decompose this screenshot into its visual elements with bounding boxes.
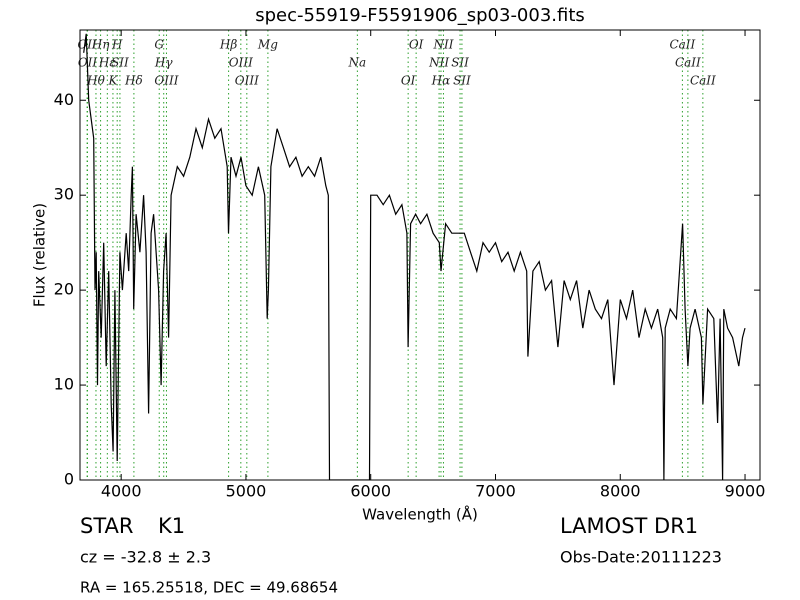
y-tick-label: 0: [64, 470, 74, 489]
y-tick-label: 30: [54, 185, 74, 204]
spectral-line-label: Hε: [98, 56, 116, 70]
spectral-line-label: SII: [453, 74, 471, 88]
spectral-line-label: OIII: [154, 74, 178, 88]
spectral-line-label: NII: [428, 56, 449, 70]
spectrum-line: [83, 33, 746, 480]
survey: LAMOST DR1: [560, 514, 698, 538]
object-subclass: K1: [158, 514, 185, 538]
chart-title: spec-55919-F5591906_sp03-003.fits: [255, 5, 585, 26]
spectral-line-label: OIII: [235, 74, 259, 88]
x-tick-label: 9000: [725, 482, 766, 501]
spectral-line-label: CaII: [690, 74, 716, 88]
spectral-line-label: Hα: [431, 74, 451, 88]
spectral-line-label: G: [154, 38, 164, 52]
x-tick-label: 7000: [475, 482, 516, 501]
spectral-line-label: Hδ: [124, 74, 143, 88]
x-tick-label: 8000: [600, 482, 641, 501]
spectral-line-label: OI: [409, 38, 424, 52]
spectral-line-label: Hβ: [219, 38, 237, 52]
spectral-line-label: Na: [348, 56, 367, 70]
y-tick-label: 20: [54, 280, 74, 299]
redshift: cz = -32.8 ± 2.3: [80, 548, 211, 567]
spectral-line-label: H: [111, 38, 123, 52]
x-tick-label: 6000: [350, 482, 391, 501]
coordinates: RA = 165.25518, DEC = 49.68654: [80, 579, 338, 597]
y-tick-label: 10: [54, 375, 74, 394]
spectral-line-label: NII: [432, 38, 453, 52]
spectral-line-label: Mg: [257, 38, 278, 52]
spectral-line-label: Hη: [91, 38, 110, 52]
x-tick-label: 5000: [226, 482, 267, 501]
plot-frame: [79, 29, 761, 481]
spectral-line-label: Hγ: [154, 56, 173, 70]
object-class: STAR: [80, 514, 133, 538]
spectral-line-label: SII: [111, 56, 129, 70]
y-tick-label: 40: [54, 90, 74, 109]
spectral-line-label: CaII: [675, 56, 701, 70]
y-axis-label: Flux (relative): [31, 203, 49, 307]
spectral-line-label: OI: [401, 74, 416, 88]
spectral-line-label: CaII: [669, 38, 695, 52]
x-axis-label: Wavelength (Å): [362, 505, 478, 524]
spectral-line-label: OIII: [229, 56, 253, 70]
spectral-line-label: K: [107, 74, 118, 88]
obs-date: Obs-Date:20111223: [560, 548, 722, 567]
spectral-line-label: Hθ: [86, 74, 105, 88]
x-tick-label: 4000: [101, 482, 142, 501]
spectral-line-label: SII: [451, 56, 469, 70]
